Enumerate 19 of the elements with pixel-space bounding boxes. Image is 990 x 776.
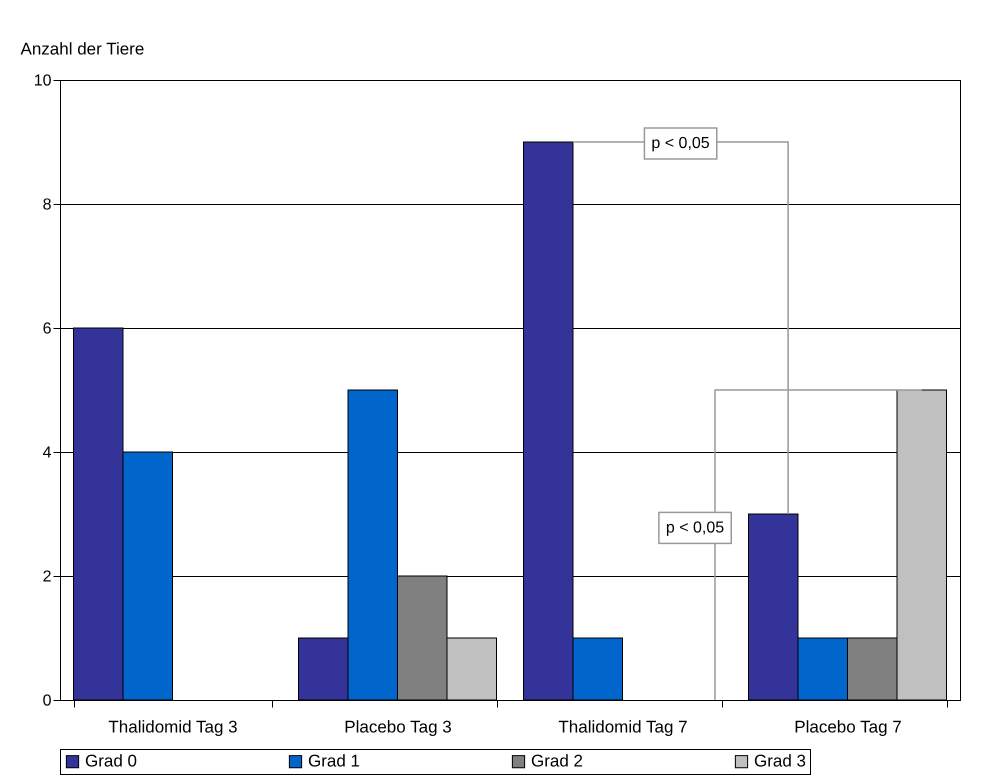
x-tick-label: Thalidomid Tag 3 [108, 718, 238, 736]
legend-label: Grad 2 [531, 752, 583, 771]
x-tick-label: Placebo Tag 7 [794, 718, 902, 736]
legend-label: Grad 3 [754, 752, 806, 771]
y-axis-title: Anzahl der Tiere [20, 40, 144, 58]
annotation: p < 0,05 [666, 519, 724, 536]
label-box: p < 0,05 [658, 512, 732, 544]
label-box: p < 0,05 [644, 127, 718, 160]
y-tick-label: 4 [42, 444, 52, 462]
x-tick-label: Placebo Tag 3 [344, 718, 452, 736]
y-tick-label: 0 [42, 692, 52, 710]
y-tick-label: 10 [34, 72, 52, 90]
annotation: p < 0,05 [651, 135, 710, 152]
legend-label: Grad 0 [85, 752, 137, 771]
y-tick-label: 8 [42, 196, 52, 214]
x-tick-label: Thalidomid Tag 7 [558, 718, 688, 736]
y-tick-label: 6 [42, 320, 52, 338]
legend-label: Grad 1 [308, 752, 360, 771]
y-tick-label: 2 [42, 568, 52, 586]
